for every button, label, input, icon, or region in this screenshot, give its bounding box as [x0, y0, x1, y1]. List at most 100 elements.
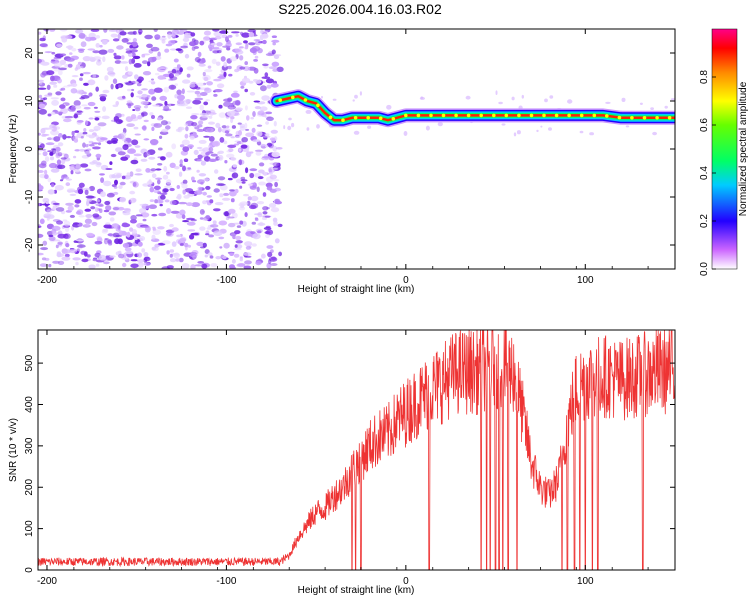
- noise-speckle: [124, 247, 132, 252]
- noise-speckle: [51, 125, 57, 132]
- noise-speckle: [262, 63, 269, 67]
- noise-speckle: [160, 194, 166, 200]
- noise-speckle: [47, 189, 55, 195]
- noise-speckle: [199, 104, 204, 111]
- noise-speckle: [244, 212, 248, 218]
- noise-speckle: [227, 177, 233, 181]
- noise-speckle: [270, 249, 274, 254]
- noise-speckle: [233, 248, 242, 251]
- noise-speckle: [113, 135, 120, 138]
- noise-speckle: [85, 195, 95, 199]
- noise-speckle: [88, 129, 94, 133]
- noise-speckle: [265, 145, 269, 148]
- noise-speckle: [92, 50, 100, 54]
- noise-speckle: [129, 171, 134, 177]
- noise-speckle: [262, 135, 271, 138]
- noise-speckle: [264, 215, 271, 218]
- noise-speckle: [516, 130, 521, 135]
- noise-speckle: [163, 105, 170, 112]
- snr-y-tick-label: 0: [24, 567, 35, 573]
- noise-speckle: [239, 257, 243, 262]
- noise-speckle: [273, 54, 280, 60]
- snr-x-ticks: -200 -100 0 100: [37, 330, 649, 587]
- noise-speckle: [203, 135, 211, 138]
- noise-speckle: [61, 256, 71, 261]
- noise-speckle: [60, 97, 66, 102]
- noise-speckle: [231, 31, 240, 34]
- noise-speckle: [226, 153, 235, 158]
- noise-speckle: [61, 174, 65, 180]
- noise-speckle: [257, 230, 262, 234]
- noise-speckle: [77, 188, 84, 195]
- noise-speckle: [117, 84, 122, 88]
- noise-speckle: [130, 215, 137, 221]
- noise-speckle: [59, 53, 67, 57]
- noise-speckle: [115, 101, 119, 106]
- noise-speckle: [93, 257, 98, 260]
- noise-speckle: [38, 225, 42, 228]
- noise-speckle: [236, 263, 246, 268]
- noise-speckle: [186, 73, 191, 78]
- noise-speckle: [180, 45, 189, 49]
- noise-speckle: [200, 160, 206, 166]
- noise-speckle: [153, 185, 161, 190]
- spectrogram-noise-field: [38, 29, 675, 269]
- noise-speckle: [67, 106, 76, 112]
- noise-speckle: [403, 131, 408, 136]
- noise-speckle: [670, 98, 675, 101]
- noise-speckle: [203, 30, 212, 36]
- noise-speckle: [130, 259, 138, 262]
- noise-speckle: [119, 31, 127, 36]
- trace-bead: [391, 117, 396, 121]
- noise-speckle: [256, 131, 263, 137]
- noise-speckle: [56, 43, 63, 48]
- noise-speckle: [89, 161, 96, 165]
- noise-speckle: [187, 167, 191, 170]
- noise-speckle: [108, 29, 118, 32]
- noise-speckle: [117, 151, 126, 156]
- noise-speckle: [83, 82, 89, 86]
- noise-speckle: [113, 55, 122, 60]
- noise-speckle: [138, 262, 146, 265]
- noise-speckle: [498, 101, 503, 105]
- noise-speckle: [140, 212, 150, 218]
- noise-speckle: [74, 204, 80, 208]
- noise-speckle: [105, 255, 109, 258]
- noise-speckle: [92, 74, 97, 79]
- noise-speckle: [223, 192, 230, 196]
- noise-speckle: [83, 127, 87, 132]
- noise-speckle: [122, 74, 128, 79]
- noise-speckle: [115, 234, 122, 238]
- noise-speckle: [46, 214, 55, 219]
- noise-speckle: [73, 113, 79, 119]
- noise-speckle: [256, 141, 262, 146]
- noise-speckle: [228, 208, 236, 214]
- noise-speckle: [137, 90, 143, 95]
- noise-speckle: [189, 252, 198, 258]
- noise-speckle: [104, 200, 111, 206]
- snr-x-tick-label: -100: [216, 576, 236, 587]
- noise-speckle: [223, 242, 230, 249]
- noise-speckle: [173, 252, 181, 259]
- noise-speckle: [277, 223, 283, 228]
- trace-bead: [454, 113, 458, 118]
- noise-speckle: [255, 260, 262, 266]
- noise-speckle: [223, 101, 232, 107]
- noise-speckle: [237, 122, 242, 125]
- noise-speckle: [194, 56, 201, 63]
- noise-speckle: [40, 72, 46, 78]
- noise-speckle: [69, 248, 78, 254]
- trace-bead: [667, 116, 672, 120]
- noise-speckle: [248, 32, 255, 38]
- noise-speckle: [50, 129, 59, 136]
- trace-bead: [353, 116, 358, 120]
- noise-speckle: [163, 165, 168, 172]
- noise-speckle: [190, 264, 196, 269]
- noise-speckle: [51, 231, 58, 236]
- noise-speckle: [217, 157, 222, 160]
- noise-speckle: [540, 125, 543, 128]
- noise-speckle: [169, 253, 173, 258]
- noise-speckle: [245, 167, 249, 174]
- snr-y-tick-label: 300: [24, 437, 35, 454]
- noise-speckle: [171, 227, 179, 232]
